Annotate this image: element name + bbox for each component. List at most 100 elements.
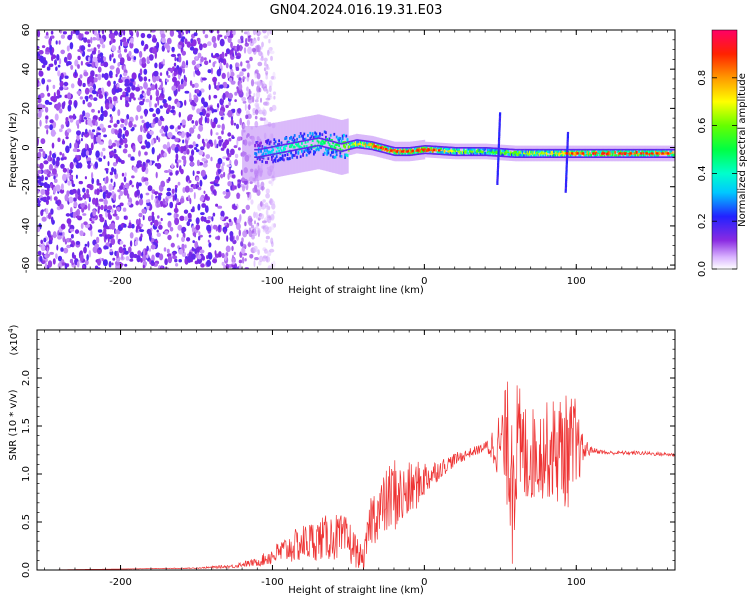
spectrogram-edge-cell bbox=[375, 142, 377, 144]
spectrogram-noise-cell bbox=[224, 35, 227, 40]
spectrogram-xlabel: Height of straight line (km) bbox=[288, 285, 424, 296]
spectrogram-edge-cell bbox=[322, 138, 325, 140]
spectrogram-noise-cell bbox=[191, 83, 195, 88]
spectrogram-ridge-cell bbox=[608, 151, 610, 155]
spectrogram-ridge-cell bbox=[304, 137, 307, 141]
spectrogram-ridge-cell bbox=[454, 152, 457, 156]
spectrogram-edge-cell bbox=[303, 147, 305, 150]
spectrogram-ridge-cell bbox=[281, 157, 284, 161]
spectrogram-edge-cell bbox=[339, 150, 341, 152]
spectrogram-noise-cell bbox=[86, 63, 92, 67]
spectrogram-noise-cell bbox=[142, 264, 145, 269]
spectrogram-edge-cell bbox=[529, 148, 531, 151]
spectrogram-noise-cell bbox=[154, 62, 158, 69]
spectrogram-noise-cell bbox=[123, 215, 126, 220]
spectrogram-noise-cell bbox=[123, 244, 126, 248]
spectrogram-edge-cell bbox=[525, 148, 527, 151]
spectrogram-ridge-cell bbox=[592, 150, 595, 154]
spectrogram-edge-cell bbox=[466, 154, 469, 157]
spectrogram-edge-cell bbox=[470, 154, 472, 157]
spectrogram-noise-cell bbox=[255, 224, 259, 230]
spectrogram-edge-cell bbox=[633, 156, 635, 158]
spectrogram-halo bbox=[312, 115, 315, 171]
spectrogram-noise-cell bbox=[101, 73, 105, 78]
spectrogram-spike-cell bbox=[566, 141, 569, 144]
spectrogram-ridge-cell bbox=[537, 153, 540, 157]
spectrogram-edge-cell bbox=[590, 156, 592, 158]
spectrogram-edge-cell bbox=[500, 155, 502, 157]
spectrogram-noise-cell bbox=[59, 86, 64, 91]
spectrogram-noise-cell bbox=[204, 34, 209, 39]
spectrogram-ridge-cell bbox=[383, 148, 386, 152]
spectrogram-spike-cell bbox=[566, 147, 569, 150]
spectrogram-noise-cell bbox=[195, 143, 199, 148]
spectrogram-noise-cell bbox=[184, 99, 187, 106]
spectrogram-ridge-cell bbox=[365, 144, 368, 148]
spectrogram-edge-cell bbox=[321, 145, 323, 148]
spectrogram-ridge-cell bbox=[593, 154, 596, 158]
spectrogram-noise-cell bbox=[76, 130, 81, 136]
spectrogram-edge-cell bbox=[373, 141, 375, 144]
spectrogram-noise-cell bbox=[127, 202, 131, 206]
spectrogram-noise-cell bbox=[67, 167, 70, 174]
spectrogram-ridge-cell bbox=[325, 147, 327, 151]
spectrogram-noise-cell bbox=[241, 185, 246, 192]
spectrogram-noise-cell bbox=[213, 94, 218, 99]
spectrogram-ridge-cell bbox=[293, 139, 296, 142]
spectrogram-noise-cell bbox=[62, 173, 67, 182]
spectrogram-noise-cell bbox=[197, 133, 201, 140]
spectrogram-edge-cell bbox=[579, 148, 581, 151]
spectrogram-edge-cell bbox=[257, 156, 260, 158]
spectrogram-edge-cell bbox=[565, 148, 567, 151]
spectrogram-noise-cell bbox=[183, 209, 189, 214]
spectrogram-noise-cell bbox=[270, 214, 275, 220]
spectrogram-halo bbox=[446, 143, 448, 159]
spectrogram-noise-cell bbox=[155, 83, 158, 90]
spectrogram-noise-cell bbox=[78, 33, 83, 41]
spectrogram-noise-cell bbox=[217, 157, 223, 165]
spectrogram-edge-cell bbox=[411, 146, 413, 149]
spectrogram-halo bbox=[483, 143, 486, 160]
spectrogram-noise-cell bbox=[133, 48, 139, 54]
spectrogram-noise-cell bbox=[93, 77, 98, 83]
spectrogram-edge-cell bbox=[517, 156, 519, 158]
spectrogram-edge-cell bbox=[442, 153, 445, 156]
spectrogram-noise-cell bbox=[257, 36, 260, 42]
spectrogram-noise-cell bbox=[118, 246, 124, 254]
spectrogram-edge-cell bbox=[560, 156, 562, 158]
spectrogram-peak-cell bbox=[427, 148, 430, 151]
spectrogram-halo bbox=[326, 116, 328, 172]
spectrogram-noise-cell bbox=[69, 42, 74, 50]
spectrogram-edge-cell bbox=[667, 156, 669, 158]
spectrogram-noise-cell bbox=[253, 245, 258, 253]
spectrogram-ridge-cell bbox=[273, 142, 276, 145]
spectrogram-peak-cell bbox=[629, 152, 632, 155]
spectrogram-ridge-cell bbox=[658, 149, 661, 153]
spectrogram-noise-cell bbox=[133, 97, 136, 101]
spectrogram-noise-cell bbox=[245, 37, 248, 45]
spectrogram-edge-cell bbox=[526, 148, 529, 151]
spectrogram-ridge-cell bbox=[473, 148, 476, 152]
spectrogram-ridge-cell bbox=[407, 149, 410, 153]
spectrogram-noise-cell bbox=[164, 42, 170, 49]
spectrogram-ridge-cell bbox=[533, 154, 536, 157]
spectrogram-noise-cell bbox=[263, 87, 267, 92]
spectrogram-noise-cell bbox=[159, 128, 164, 134]
spectrogram-ridge-cell bbox=[491, 150, 494, 154]
spectrogram-noise-cell bbox=[193, 192, 196, 200]
spectrogram-ridge-cell bbox=[407, 152, 410, 155]
spectrogram-peak-cell bbox=[624, 152, 627, 155]
spectrogram-noise-cell bbox=[120, 41, 123, 47]
spectrogram-ridge-cell bbox=[609, 149, 612, 153]
spectrogram-edge-cell bbox=[274, 145, 277, 148]
spectrogram-noise-cell bbox=[124, 250, 129, 255]
spectrogram-noise-cell bbox=[228, 92, 233, 100]
spectrogram-edge-cell bbox=[633, 148, 635, 151]
spectrogram-ridge-cell bbox=[257, 150, 260, 154]
spectrogram-edge-cell bbox=[626, 148, 628, 151]
spectrogram-peak-cell bbox=[422, 148, 425, 151]
spectrogram-noise-cell bbox=[55, 200, 59, 205]
spectrogram-edge-cell bbox=[619, 148, 621, 151]
spectrogram-ridge-cell bbox=[545, 150, 548, 153]
spectrogram-noise-cell bbox=[45, 51, 50, 55]
